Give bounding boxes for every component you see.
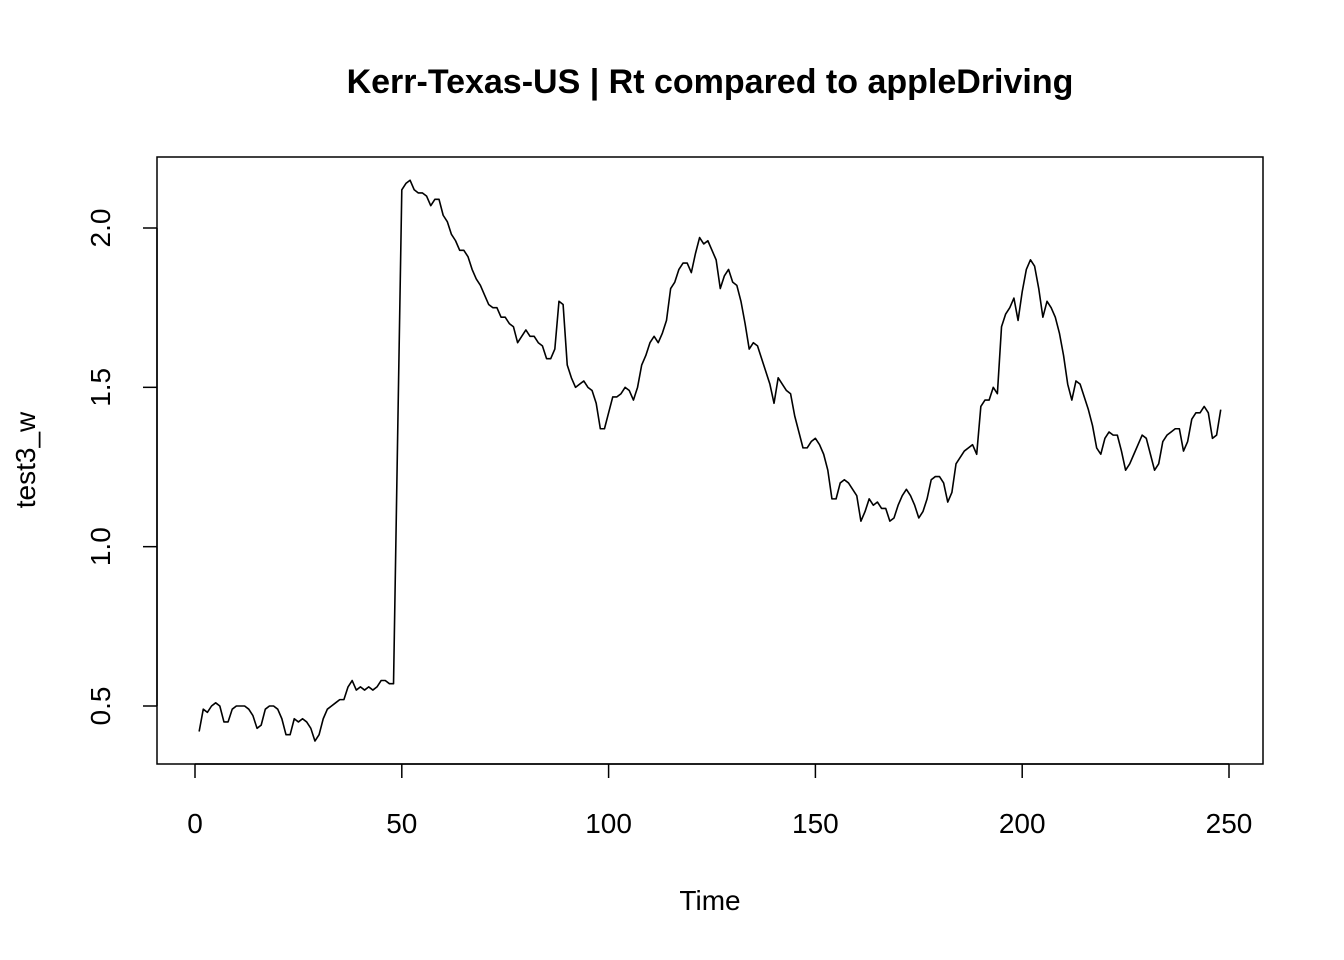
- y-tick-label: 1.5: [85, 368, 116, 407]
- x-tick-label: 250: [1206, 808, 1253, 839]
- y-tick-label: 1.0: [85, 527, 116, 566]
- plot-frame: [156, 156, 1264, 765]
- y-tick-label: 2.0: [85, 209, 116, 248]
- x-tick-label: 0: [187, 808, 203, 839]
- chart-title: Kerr-Texas-US | Rt compared to appleDriv…: [347, 63, 1074, 101]
- x-tick-label: 50: [386, 808, 417, 839]
- x-tick-label: 150: [792, 808, 839, 839]
- series-line: [198, 179, 1222, 742]
- x-tick-label: 100: [585, 808, 632, 839]
- y-tick-label: 0.5: [85, 687, 116, 726]
- x-axis-label: Time: [679, 885, 740, 916]
- x-axis: 0 50 100 150 200 250: [187, 763, 1253, 839]
- x-tick-label: 200: [999, 808, 1046, 839]
- y-axis: 0.5 1.0 1.5 2.0: [85, 209, 158, 726]
- y-axis-label: test3_w: [10, 411, 41, 508]
